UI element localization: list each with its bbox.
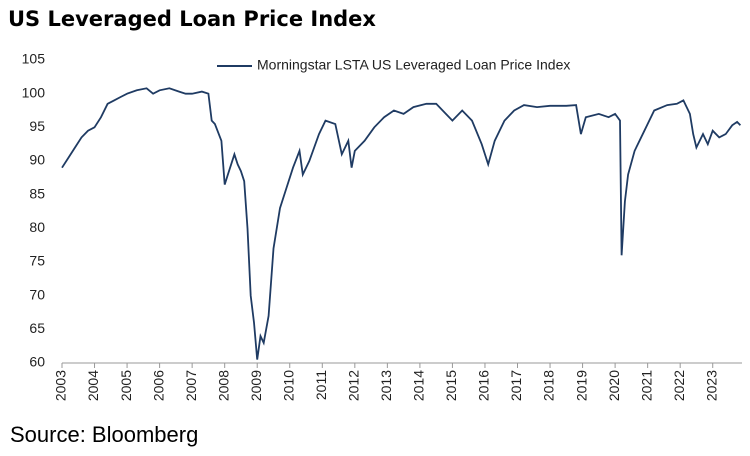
y-tick-label: 90 (29, 152, 45, 168)
y-tick-label: 85 (29, 185, 45, 201)
y-tick-label: 95 (29, 118, 45, 134)
y-tick-label: 70 (29, 286, 45, 302)
x-tick-label: 2003 (53, 370, 69, 401)
x-tick-label: 2015 (443, 370, 459, 401)
chart-title: US Leveraged Loan Price Index (8, 7, 376, 31)
x-tick-label: 2014 (411, 370, 427, 401)
series-line (61, 87, 742, 360)
x-tick-label: 2006 (150, 370, 166, 401)
x-tick-label: 2010 (280, 370, 296, 401)
x-tick-label: 2011 (313, 370, 329, 400)
x-tick-label: 2023 (703, 370, 719, 401)
y-tick-label: 100 (22, 84, 46, 100)
x-tick-label: 2012 (346, 370, 362, 401)
legend-label: Morningstar LSTA US Leveraged Loan Price… (257, 57, 570, 73)
x-tick-label: 2022 (671, 370, 687, 401)
x-tick-label: 2017 (508, 370, 524, 401)
x-tick-label: 2019 (573, 370, 589, 401)
source: Source: Bloomberg (10, 422, 198, 447)
x-tick-label: 2020 (606, 370, 622, 401)
y-tick-label: 80 (29, 219, 45, 235)
x-tick-label: 2013 (378, 370, 394, 401)
x-tick-label: 2009 (248, 370, 264, 401)
y-tick-label: 105 (22, 51, 46, 67)
x-tick-label: 2018 (541, 370, 557, 401)
y-tick-label: 65 (29, 320, 45, 336)
x-tick-label: 2005 (118, 370, 134, 401)
x-tick-label: 2016 (476, 370, 492, 401)
x-tick-label: 2021 (638, 370, 654, 401)
y-tick-label: 60 (29, 354, 45, 370)
x-tick-label: 2007 (183, 370, 199, 401)
x-tick-label: 2004 (85, 370, 101, 401)
x-tick-label: 2008 (215, 370, 231, 401)
y-tick-label: 75 (29, 253, 45, 269)
